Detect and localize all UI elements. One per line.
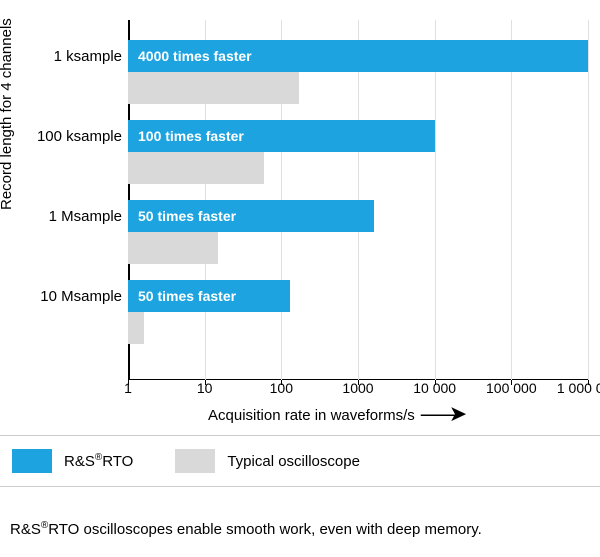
- bar-annotation: 4000 times faster: [128, 48, 252, 64]
- bar-typical: [128, 232, 218, 264]
- arrow-right-icon: ——➤: [421, 409, 459, 419]
- y-axis-label: Record length for 4 channels: [0, 18, 15, 210]
- grid-line: [588, 20, 589, 380]
- x-tick-label: 1: [124, 380, 132, 396]
- category-label: 1 ksample: [12, 48, 122, 65]
- x-tick-label: 100 000: [486, 380, 537, 396]
- x-axis-label: Acquisition rate in waveforms/s——➤: [208, 407, 459, 424]
- bar-typical: [128, 312, 144, 344]
- bar-annotation: 100 times faster: [128, 128, 244, 144]
- grid-line: [435, 20, 436, 380]
- legend-swatch: [12, 449, 52, 473]
- bar-rto: 50 times faster: [128, 280, 290, 312]
- bar-typical: [128, 72, 299, 104]
- bar-annotation: 50 times faster: [128, 288, 236, 304]
- category-label: 100 ksample: [12, 128, 122, 145]
- grid-line: [511, 20, 512, 380]
- legend-label: R&S®RTO: [64, 452, 133, 470]
- x-tick-label: 100: [270, 380, 293, 396]
- category-label: 1 Msample: [12, 208, 122, 225]
- x-tick-label: 10 000: [413, 380, 456, 396]
- plot-area: 4000 times faster 100 times faster 50 time…: [128, 20, 588, 380]
- bar-rto: 4000 times faster: [128, 40, 588, 72]
- bar-annotation: 50 times faster: [128, 208, 236, 224]
- x-tick-label: 1000: [342, 380, 373, 396]
- legend-swatch: [175, 449, 215, 473]
- bar-typical: [128, 152, 264, 184]
- chart-container: Record length for 4 channels 4000 times …: [8, 10, 592, 430]
- bar-rto: 50 times faster: [128, 200, 374, 232]
- bar-rto: 100 times faster: [128, 120, 435, 152]
- caption: R&S®RTO oscilloscopes enable smooth work…: [10, 520, 482, 538]
- x-tick-label: 1 000 000: [557, 380, 600, 396]
- legend-label: Typical oscilloscope: [227, 453, 360, 470]
- category-label: 10 Msample: [12, 288, 122, 305]
- x-tick-label: 10: [197, 380, 213, 396]
- legend: R&S®RTO Typical oscilloscope: [0, 435, 600, 487]
